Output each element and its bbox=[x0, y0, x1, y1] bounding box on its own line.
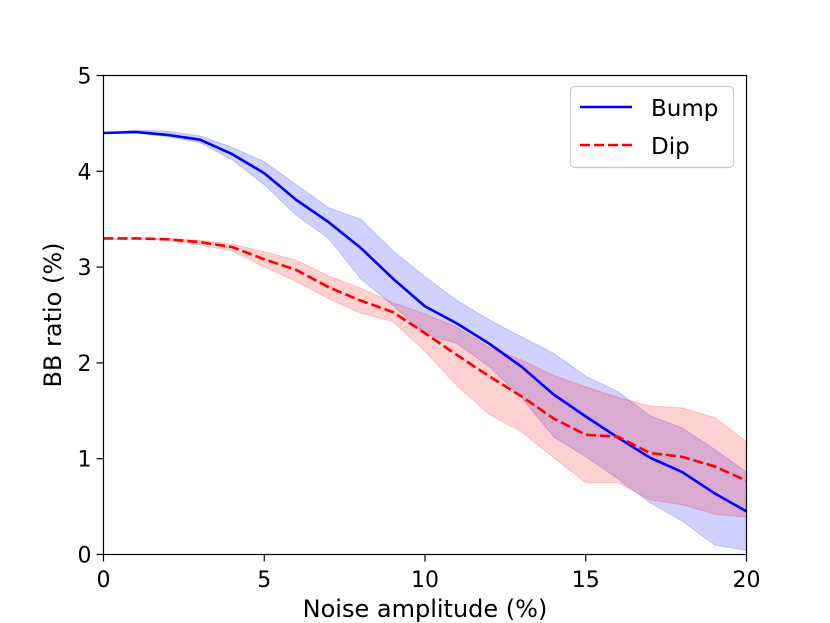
x-tick-label: 20 bbox=[733, 568, 761, 593]
x-axis-label: Noise amplitude (%) bbox=[303, 595, 548, 623]
y-tick-label: 1 bbox=[78, 448, 92, 473]
y-axis-ticks: 0 1 2 3 4 5 bbox=[78, 65, 104, 569]
legend-label-bump: Bump bbox=[651, 96, 718, 122]
x-tick-label: 15 bbox=[572, 568, 600, 593]
y-tick-label: 5 bbox=[78, 65, 92, 90]
dip-series-line bbox=[103, 237, 748, 482]
bump-series-line bbox=[103, 130, 748, 513]
y-tick-label: 2 bbox=[78, 352, 92, 377]
legend: Bump Dip bbox=[569, 85, 735, 169]
series-lines bbox=[103, 130, 748, 513]
x-axis-ticks: 0 5 10 15 20 bbox=[97, 554, 761, 593]
x-tick-label: 0 bbox=[97, 568, 111, 593]
x-tick-label: 10 bbox=[411, 568, 439, 593]
y-axis-label: BB ratio (%) bbox=[39, 242, 67, 387]
legend-label-dip: Dip bbox=[651, 134, 690, 160]
y-tick-label: 3 bbox=[78, 256, 92, 281]
x-tick-label: 5 bbox=[257, 568, 271, 593]
y-tick-label: 4 bbox=[78, 160, 92, 185]
y-tick-label: 0 bbox=[78, 544, 92, 569]
